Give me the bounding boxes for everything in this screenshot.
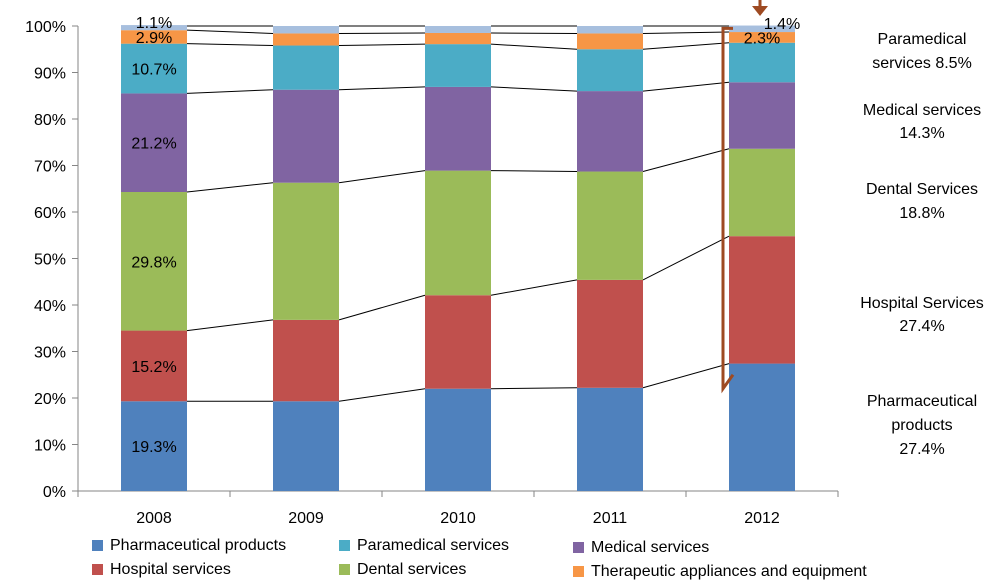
side-annotations: Paramedical services 8.5% Medical services… — [721, 0, 984, 458]
connector-line-5 — [186, 42, 730, 50]
side-annotation-0: Paramedical — [878, 31, 967, 48]
legend-swatch — [573, 542, 584, 553]
y-tick-label: 70% — [34, 159, 66, 176]
bar-segment-2008-5 — [121, 30, 187, 44]
connector-line-3 — [186, 148, 730, 193]
side-annotation-4: Pharmaceutical — [867, 393, 977, 410]
data-label-2008: 10.7% — [131, 62, 176, 79]
bar-segment-2009-6 — [273, 26, 339, 34]
legend-swatch — [92, 564, 103, 575]
legend-label: Therapeutic appliances and equipment — [591, 563, 867, 580]
connector-line-2 — [186, 235, 730, 332]
side-annotation-3: 27.4% — [899, 318, 944, 335]
legend-swatch — [92, 540, 103, 551]
bar-segment-2008-3 — [121, 93, 187, 193]
bar-segment-2011-1 — [577, 279, 643, 388]
bar-segment-2012-4 — [729, 42, 795, 83]
bar-segment-2012-1 — [729, 236, 795, 364]
bar-segment-2011-6 — [577, 26, 643, 34]
data-labels: 19.3% 15.2% 29.8% 21.2% 10.7% 2.9%1.1% 2.3%1.4… — [131, 15, 800, 456]
bar-segment-2010-1 — [425, 295, 491, 389]
y-tick-label: 10% — [34, 438, 66, 455]
side-annotation-3: Hospital Services — [860, 295, 984, 312]
bar-segment-2008-6 — [121, 25, 187, 31]
bar-segment-2008-0 — [121, 401, 187, 491]
down-arrow-icon — [752, 6, 768, 16]
bar-segment-2012-3 — [729, 82, 795, 149]
data-label-2012: 2.3% — [744, 30, 780, 47]
bar-segment-2011-4 — [577, 49, 643, 92]
y-tick-label: 0% — [43, 484, 66, 501]
data-label-2008: 19.3% — [131, 439, 176, 456]
bar-segment-2012-0 — [729, 363, 795, 491]
legend-label: Pharmaceutical products — [110, 537, 286, 554]
x-tick-label: 2012 — [744, 510, 780, 527]
data-label-2012: 1.4% — [764, 16, 800, 33]
y-tick-label: 60% — [34, 205, 66, 222]
y-tick-label: 50% — [34, 252, 66, 269]
bar-segment-2009-2 — [273, 182, 339, 320]
y-tick-label: 30% — [34, 345, 66, 362]
legend-swatch — [573, 566, 584, 577]
brace-bracket — [721, 26, 735, 394]
y-tick-label: 100% — [25, 19, 66, 36]
bar-segment-2008-1 — [121, 330, 187, 402]
legend-swatch — [339, 540, 350, 551]
connector-line-1 — [187, 363, 730, 402]
legend-label: Hospital services — [110, 561, 231, 578]
connector-line-6 — [186, 29, 730, 34]
legend: Pharmaceutical products Paramedical servi… — [92, 537, 867, 580]
bar-segment-2012-2 — [729, 148, 795, 237]
x-tick-label: 2011 — [593, 510, 628, 527]
bar-segment-2009-1 — [273, 319, 339, 402]
y-tick-label: 80% — [34, 112, 66, 129]
connector-lines — [186, 25, 730, 402]
connector-line-4 — [186, 81, 730, 94]
bar-segment-2010-0 — [425, 388, 491, 491]
bar-segment-2009-5 — [273, 33, 339, 46]
y-tick-label: 20% — [34, 391, 66, 408]
bar-segment-2008-4 — [121, 43, 187, 94]
bar-segment-2009-0 — [273, 401, 339, 491]
side-annotation-1: Medical services — [863, 102, 981, 119]
data-label-2008: 1.1% — [136, 15, 172, 32]
bar-segment-2011-0 — [577, 387, 643, 491]
bars — [121, 25, 795, 491]
bar-segment-2010-4 — [425, 44, 491, 87]
x-axis: 2008 2009 2010 2011 2012 — [77, 490, 839, 527]
bar-segment-2010-5 — [425, 32, 491, 45]
y-tick-label: 40% — [34, 298, 66, 315]
data-label-2008: 29.8% — [131, 254, 176, 271]
side-annotation-4: 27.4% — [899, 441, 944, 458]
x-tick-label: 2008 — [136, 510, 172, 527]
y-axis: 0% 10% 20% 30% 40% 50% 60% 70% 80% 90% 100% — [25, 19, 79, 501]
data-label-2008: 21.2% — [131, 136, 176, 153]
side-annotation-4: products — [891, 417, 952, 434]
bar-segment-2012-5 — [729, 32, 795, 43]
x-tick-label: 2010 — [440, 510, 476, 527]
side-annotation-1: 14.3% — [899, 125, 944, 142]
legend-swatch — [339, 564, 350, 575]
x-tick-label: 2009 — [288, 510, 324, 527]
bar-segment-2010-6 — [425, 26, 491, 33]
bar-segment-2011-5 — [577, 33, 643, 50]
bar-segment-2008-2 — [121, 192, 187, 331]
side-annotation-2: Dental Services — [866, 181, 978, 198]
bar-segment-2012-6 — [729, 25, 795, 33]
data-label-2008: 15.2% — [131, 359, 176, 376]
side-annotation-2: 18.8% — [899, 205, 944, 222]
legend-label: Dental services — [357, 561, 466, 578]
data-label-2008: 2.9% — [136, 30, 172, 47]
y-tick-label: 90% — [34, 66, 66, 83]
bar-segment-2009-4 — [273, 45, 339, 90]
bar-segment-2010-2 — [425, 170, 491, 296]
bar-segment-2011-3 — [577, 91, 643, 172]
legend-label: Medical services — [591, 539, 709, 556]
legend-label: Paramedical services — [357, 537, 509, 554]
bar-segment-2010-3 — [425, 86, 491, 171]
bar-segment-2009-3 — [273, 89, 339, 183]
side-annotation-0: services 8.5% — [872, 55, 972, 72]
bar-segment-2011-2 — [577, 171, 643, 280]
